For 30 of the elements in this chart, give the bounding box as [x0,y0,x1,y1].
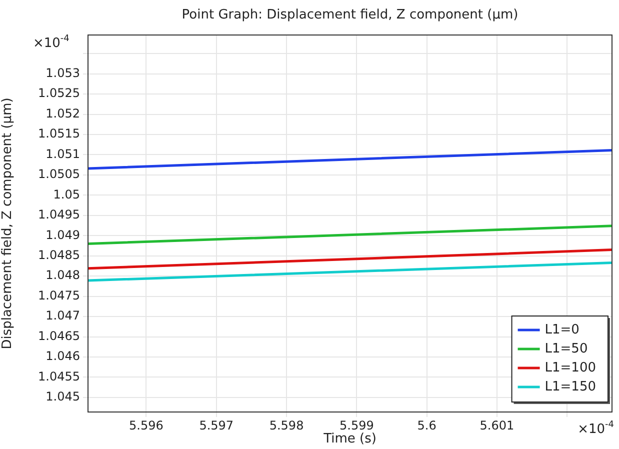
x-tick-label: 5.597 [199,418,234,432]
y-tick-label: 1.0455 [38,369,80,384]
x-tick-label: 5.6 [417,418,436,432]
y-tick-label: 1.0475 [38,288,80,302]
y-tick-label: 1.047 [46,308,80,323]
y-tick-label: 1.046 [46,349,80,364]
x-axis-title: Time (s) [322,432,376,447]
y-tick-label: 1.052 [46,106,80,120]
y-tick-label: 1.049 [46,228,80,242]
y-tick-label: 1.051 [46,146,80,161]
legend-label: L1=50 [544,341,588,356]
y-tick-label: 1.05 [53,187,80,202]
chart-title: Point Graph: Displacement field, Z component (µm) [182,7,518,22]
legend-label: L1=100 [544,360,596,376]
x-tick-label: 5.596 [129,418,164,432]
y-tick-label: 1.0465 [38,328,80,343]
y-tick-label: 1.0485 [38,248,80,262]
y-axis-title: Displacement field, Z component (µm) [0,98,16,350]
y-tick-label: 1.0495 [38,208,80,222]
y-tick-label: 1.053 [46,66,80,80]
y-tick-label: 1.0525 [38,86,80,100]
x-tick-label: 5.601 [480,418,514,432]
x-tick-label: 5.598 [269,418,304,432]
x-tick-label: 5.599 [339,418,374,432]
y-tick-label: 1.048 [46,268,80,282]
legend-label: L1=150 [544,379,596,394]
y-tick-label: 1.0515 [38,126,80,141]
y-tick-label: 1.0505 [38,167,80,182]
legend-label: L1=0 [544,322,580,338]
y-tick-label: 1.045 [46,390,80,404]
